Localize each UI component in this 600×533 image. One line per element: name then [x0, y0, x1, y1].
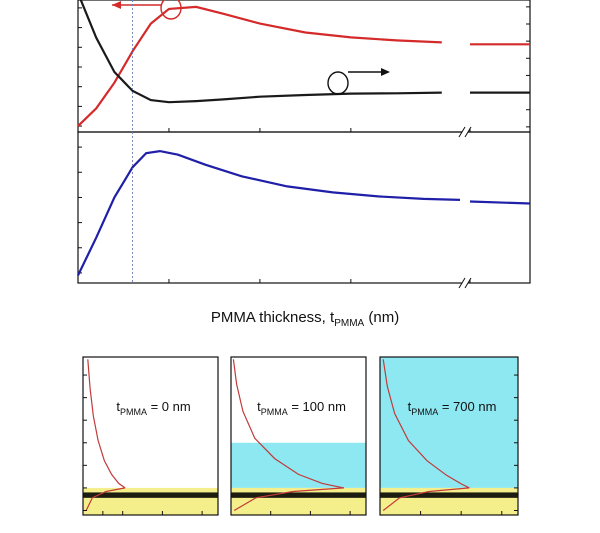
panel-c-pmma-layer-2 — [380, 357, 518, 488]
panel-a-black-circle-marker — [327, 71, 349, 95]
label-value: = 100 nm — [288, 399, 346, 414]
panel-a-frame — [77, 0, 531, 133]
label-value: = 700 nm — [438, 399, 496, 414]
panel-a-red-arrow-head — [112, 1, 121, 9]
label-main: t — [408, 399, 412, 414]
x-axis-title: PMMA thickness, tPMMA (nm) — [211, 309, 399, 329]
axis-break-gap — [462, 126, 468, 138]
panel-c-field-profile-2 — [382, 359, 470, 489]
label-value: = 0 nm — [147, 399, 191, 414]
panel-c-pmma-layer-1 — [231, 442, 366, 488]
panel-c-frame-1 — [230, 356, 367, 516]
panel-c-field-profile-0 — [87, 359, 126, 489]
axis-break-slash — [458, 277, 466, 289]
panel-c-metal-band-2 — [380, 492, 518, 498]
panel-c-substrate-2 — [380, 487, 518, 515]
x-axis-title-subscript: PMMA — [334, 318, 364, 329]
axis-break-slash — [458, 126, 466, 138]
panel-c-substrate-1 — [231, 487, 366, 515]
panel-a-series-0-curve — [77, 5, 442, 127]
x-axis-title-unit: (nm) — [364, 309, 399, 326]
axis-break-gap — [462, 277, 468, 289]
panel-b-series-curve — [77, 149, 461, 276]
panel-a-black-arrow-head — [381, 68, 390, 76]
panel-a-red-circle-marker — [160, 0, 182, 20]
panel-b-series-tail — [469, 200, 531, 205]
label-subscript: PMMA — [120, 407, 147, 417]
panel-a-series-1-curve — [79, 0, 442, 104]
label-subscript: PMMA — [261, 407, 288, 417]
panel-c-thickness-label-0: tPMMA = 0 nm — [116, 399, 190, 417]
panel-c-thickness-label-2: tPMMA = 700 nm — [408, 399, 497, 417]
panel-c-frame-0 — [82, 356, 219, 516]
axis-break-slash — [464, 126, 472, 138]
label-main: t — [257, 399, 261, 414]
panel-c-substrate-profile-1 — [233, 487, 344, 512]
panel-b-frame — [77, 131, 531, 284]
panel-c-frame-2 — [379, 356, 519, 516]
panel-c-substrate-0 — [83, 487, 218, 515]
panel-c-substrate-profile-0 — [85, 487, 126, 511]
panel-c-metal-band-0 — [83, 492, 218, 498]
panel-c-metal-band-1 — [231, 492, 366, 498]
panel-c-substrate-profile-2 — [382, 487, 470, 511]
axis-break-slash — [464, 277, 472, 289]
panel-c-thickness-label-1: tPMMA = 100 nm — [257, 399, 346, 417]
label-main: t — [116, 399, 120, 414]
panel-c-field-profile-1 — [232, 359, 344, 489]
x-axis-title-main: PMMA thickness, t — [211, 309, 335, 326]
label-subscript: PMMA — [411, 407, 438, 417]
